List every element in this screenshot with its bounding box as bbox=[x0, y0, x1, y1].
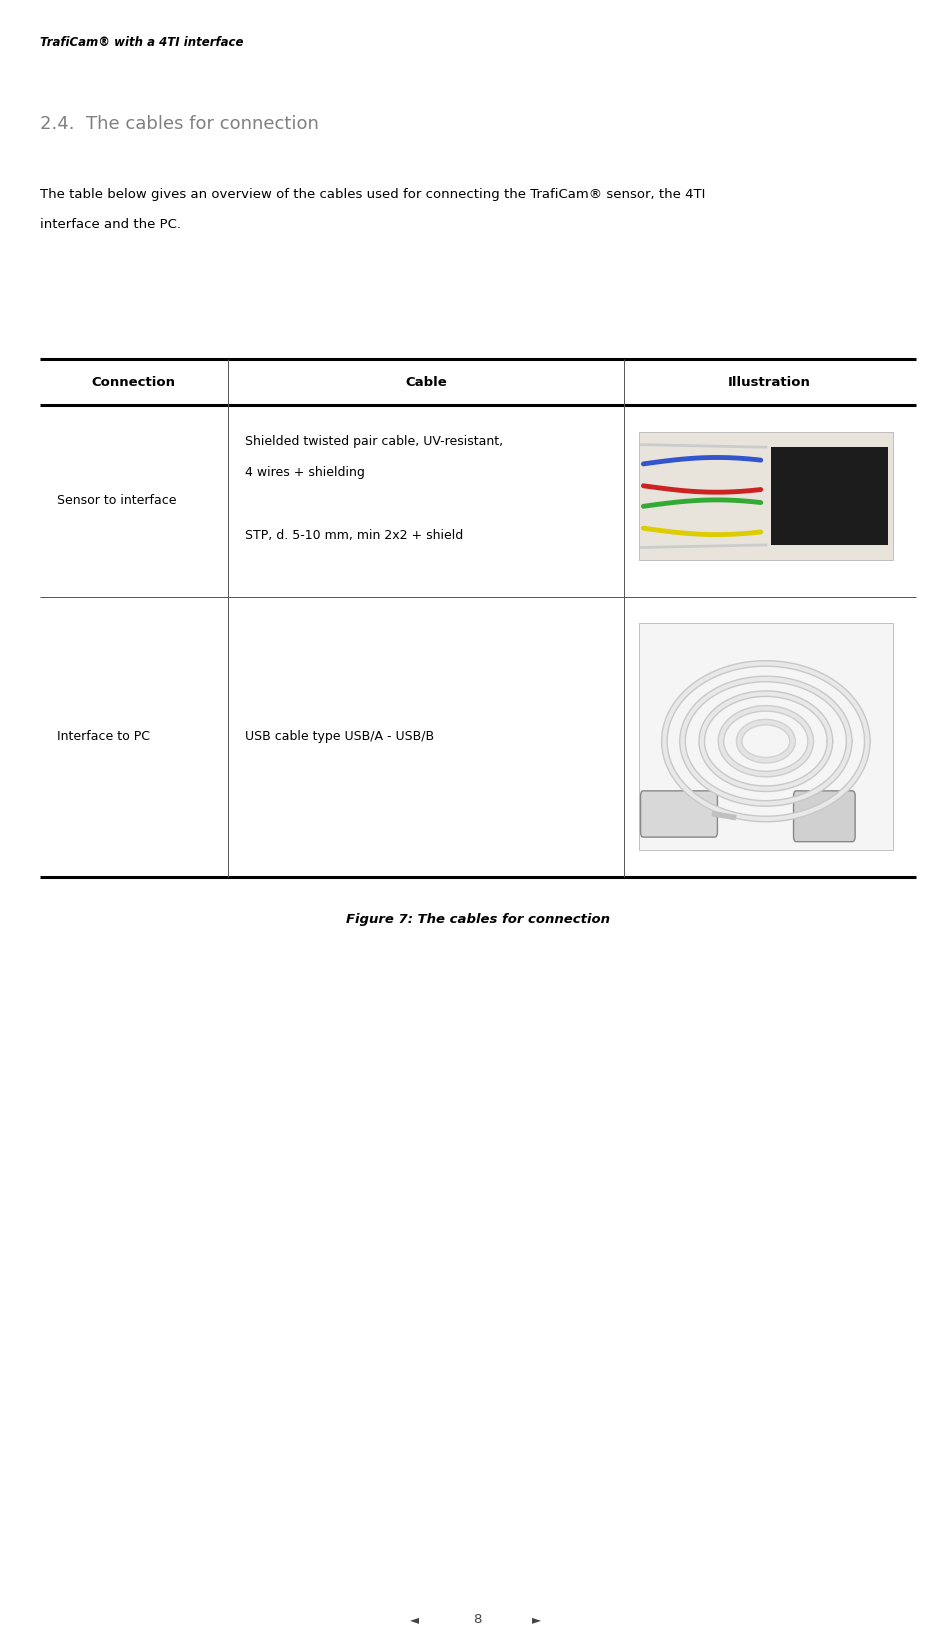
Text: 8: 8 bbox=[474, 1613, 481, 1627]
Text: USB cable type USB/A - USB/B: USB cable type USB/A - USB/B bbox=[245, 730, 434, 743]
FancyBboxPatch shape bbox=[641, 791, 718, 837]
Bar bbox=[639, 432, 893, 560]
Text: Figure 7: The cables for connection: Figure 7: The cables for connection bbox=[346, 913, 609, 926]
Text: Connection: Connection bbox=[91, 376, 176, 389]
Text: 2.4.  The cables for connection: 2.4. The cables for connection bbox=[40, 115, 318, 133]
Text: The table below gives an overview of the cables used for connecting the TrafiCam: The table below gives an overview of the… bbox=[40, 188, 705, 201]
Text: 4 wires + shielding: 4 wires + shielding bbox=[245, 466, 365, 480]
Bar bbox=[639, 623, 893, 850]
Text: ►: ► bbox=[532, 1613, 542, 1627]
Text: Interface to PC: Interface to PC bbox=[57, 730, 150, 743]
Text: interface and the PC.: interface and the PC. bbox=[40, 218, 181, 231]
FancyBboxPatch shape bbox=[793, 791, 855, 842]
Bar bbox=[771, 447, 888, 545]
Text: ◄: ◄ bbox=[410, 1613, 419, 1627]
Text: Sensor to interface: Sensor to interface bbox=[57, 494, 176, 508]
Text: Shielded twisted pair cable, UV-resistant,: Shielded twisted pair cable, UV-resistan… bbox=[245, 435, 503, 448]
Text: Illustration: Illustration bbox=[728, 376, 811, 389]
Text: Cable: Cable bbox=[405, 376, 447, 389]
Text: TrafiCam® with a 4TI interface: TrafiCam® with a 4TI interface bbox=[40, 36, 243, 49]
Text: STP, d. 5-10 mm, min 2x2 + shield: STP, d. 5-10 mm, min 2x2 + shield bbox=[245, 529, 463, 542]
